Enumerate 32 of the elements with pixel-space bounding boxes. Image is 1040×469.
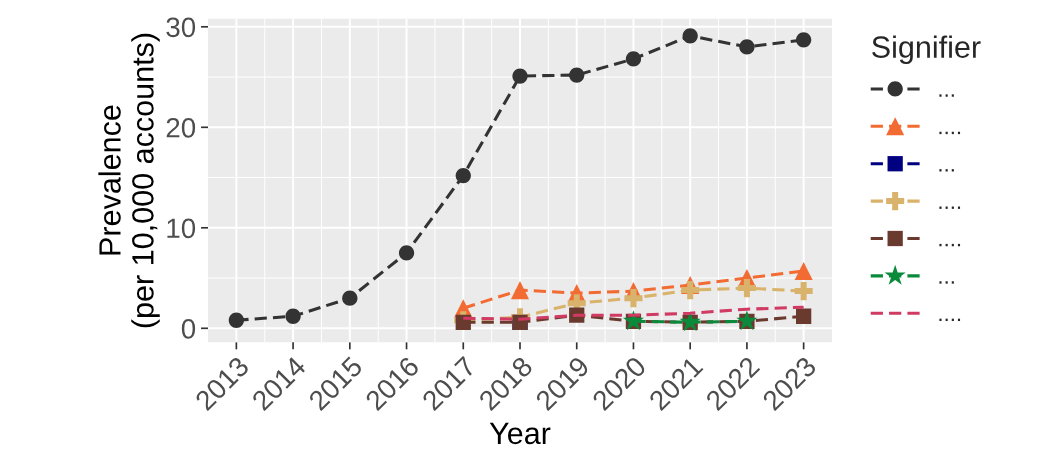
point (510, 281, 530, 300)
point (796, 308, 812, 324)
y-tick-label: 10 (167, 218, 196, 239)
legend-title: Signifier (872, 35, 981, 64)
point (739, 39, 755, 55)
legend-label: .... (939, 243, 961, 247)
point (625, 51, 642, 67)
y-tick-label: 0 (181, 318, 196, 339)
point (285, 308, 301, 324)
point (624, 289, 643, 308)
point (794, 282, 813, 301)
point (228, 312, 244, 328)
point (682, 28, 698, 44)
point (569, 67, 585, 83)
point (794, 261, 813, 281)
point (796, 32, 812, 48)
y-tick-label: 30 (166, 17, 196, 38)
y-axis-title: Prevalence (per 10,000 accounts) (98, 33, 160, 328)
point (398, 245, 415, 261)
x-axis-title: Year (489, 422, 551, 445)
legend-label: ... (939, 281, 954, 284)
point (512, 68, 528, 84)
legend-label: ... (939, 169, 954, 172)
point (681, 281, 700, 300)
legend-label: .... (939, 318, 961, 322)
legend-label: .... (939, 206, 961, 209)
y-tick-label: 20 (166, 117, 196, 138)
point (455, 167, 471, 184)
legend-label: ... (939, 94, 954, 97)
point (342, 290, 358, 306)
legend-label: .... (939, 131, 961, 135)
point (737, 279, 756, 298)
